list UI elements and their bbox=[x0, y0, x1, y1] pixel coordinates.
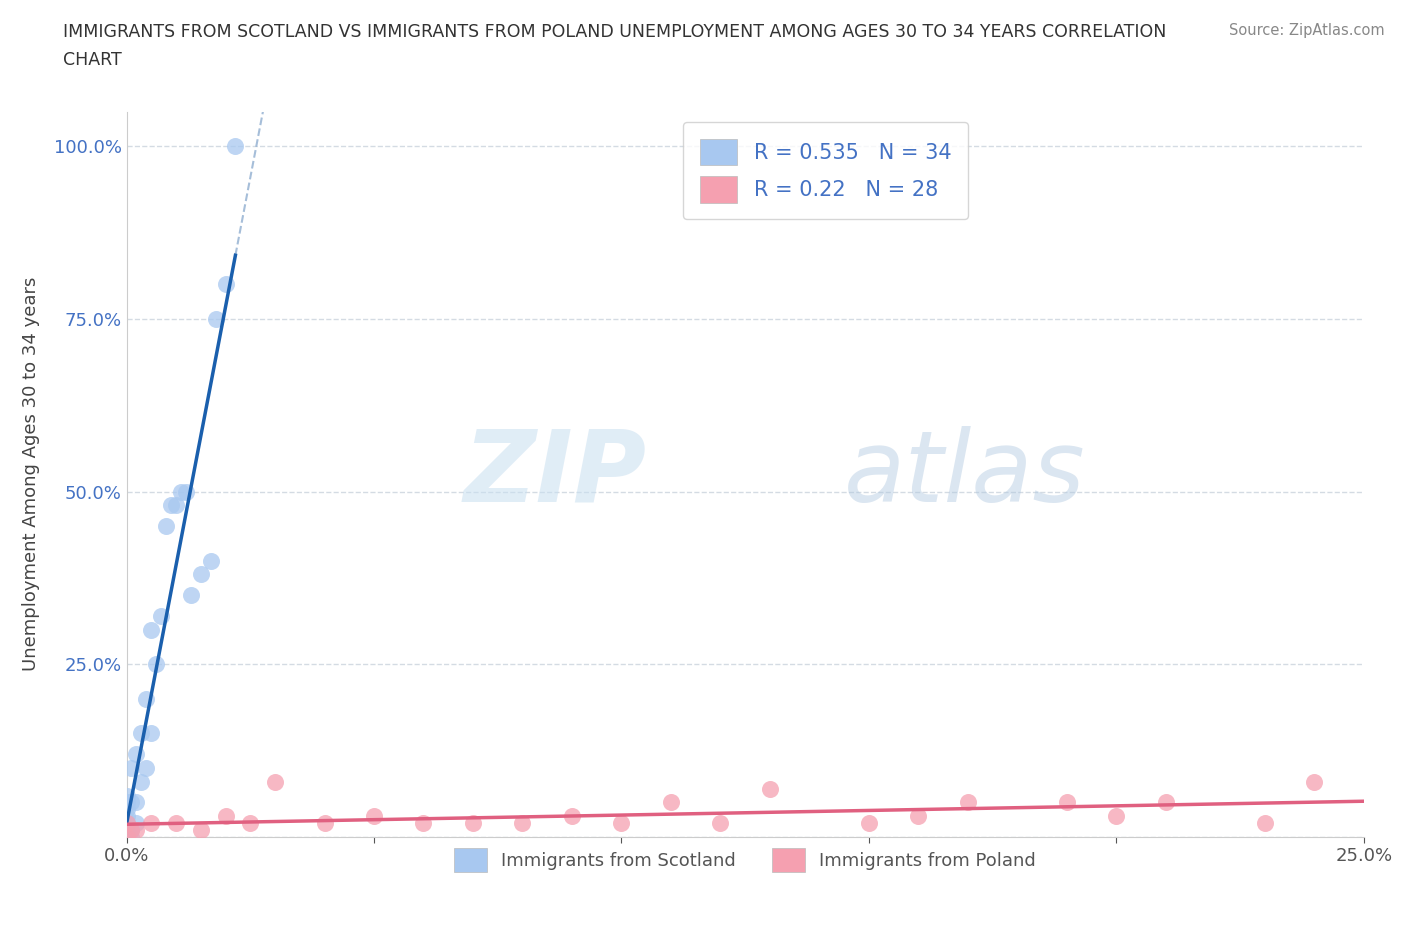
Point bbox=[115, 816, 138, 830]
Point bbox=[115, 830, 138, 844]
Point bbox=[659, 795, 682, 810]
Point bbox=[115, 802, 138, 817]
Point bbox=[125, 747, 148, 762]
Point bbox=[956, 795, 979, 810]
Point bbox=[363, 809, 385, 824]
Text: CHART: CHART bbox=[63, 51, 122, 69]
Point bbox=[461, 816, 484, 830]
Point bbox=[121, 823, 143, 838]
Point bbox=[121, 830, 143, 844]
Point bbox=[115, 816, 138, 830]
Point bbox=[190, 567, 212, 582]
Text: Source: ZipAtlas.com: Source: ZipAtlas.com bbox=[1229, 23, 1385, 38]
Y-axis label: Unemployment Among Ages 30 to 34 years: Unemployment Among Ages 30 to 34 years bbox=[21, 277, 39, 671]
Point bbox=[412, 816, 434, 830]
Point bbox=[121, 761, 143, 776]
Point bbox=[115, 795, 138, 810]
Point bbox=[907, 809, 929, 824]
Point bbox=[121, 795, 143, 810]
Point bbox=[858, 816, 880, 830]
Point bbox=[759, 781, 782, 796]
Point bbox=[135, 691, 157, 706]
Point bbox=[512, 816, 534, 830]
Point bbox=[115, 830, 138, 844]
Point bbox=[141, 726, 163, 741]
Point bbox=[174, 485, 197, 499]
Point bbox=[214, 277, 236, 292]
Point bbox=[155, 519, 177, 534]
Point bbox=[200, 553, 222, 568]
Point bbox=[165, 498, 187, 512]
Point bbox=[131, 726, 153, 741]
Point bbox=[141, 816, 163, 830]
Point bbox=[204, 312, 226, 326]
Point bbox=[1303, 775, 1326, 790]
Point bbox=[224, 139, 246, 153]
Point bbox=[170, 485, 193, 499]
Point bbox=[1105, 809, 1128, 824]
Point bbox=[180, 588, 202, 603]
Point bbox=[125, 795, 148, 810]
Point bbox=[121, 823, 143, 838]
Point bbox=[239, 816, 262, 830]
Point bbox=[115, 809, 138, 824]
Point bbox=[125, 816, 148, 830]
Point bbox=[709, 816, 731, 830]
Text: atlas: atlas bbox=[844, 426, 1085, 523]
Text: IMMIGRANTS FROM SCOTLAND VS IMMIGRANTS FROM POLAND UNEMPLOYMENT AMONG AGES 30 TO: IMMIGRANTS FROM SCOTLAND VS IMMIGRANTS F… bbox=[63, 23, 1167, 41]
Point bbox=[125, 823, 148, 838]
Point bbox=[131, 775, 153, 790]
Point bbox=[165, 816, 187, 830]
Point bbox=[264, 775, 287, 790]
Point bbox=[115, 826, 138, 841]
Point bbox=[1154, 795, 1177, 810]
Point bbox=[135, 761, 157, 776]
Point bbox=[141, 622, 163, 637]
Point bbox=[561, 809, 583, 824]
Legend: Immigrants from Scotland, Immigrants from Poland: Immigrants from Scotland, Immigrants fro… bbox=[447, 841, 1043, 879]
Point bbox=[115, 788, 138, 803]
Point bbox=[160, 498, 183, 512]
Point bbox=[1254, 816, 1277, 830]
Point bbox=[1056, 795, 1078, 810]
Point bbox=[150, 608, 173, 623]
Text: ZIP: ZIP bbox=[463, 426, 647, 523]
Point bbox=[214, 809, 236, 824]
Point bbox=[314, 816, 336, 830]
Point bbox=[190, 823, 212, 838]
Point bbox=[610, 816, 633, 830]
Point bbox=[115, 823, 138, 838]
Point bbox=[145, 657, 167, 671]
